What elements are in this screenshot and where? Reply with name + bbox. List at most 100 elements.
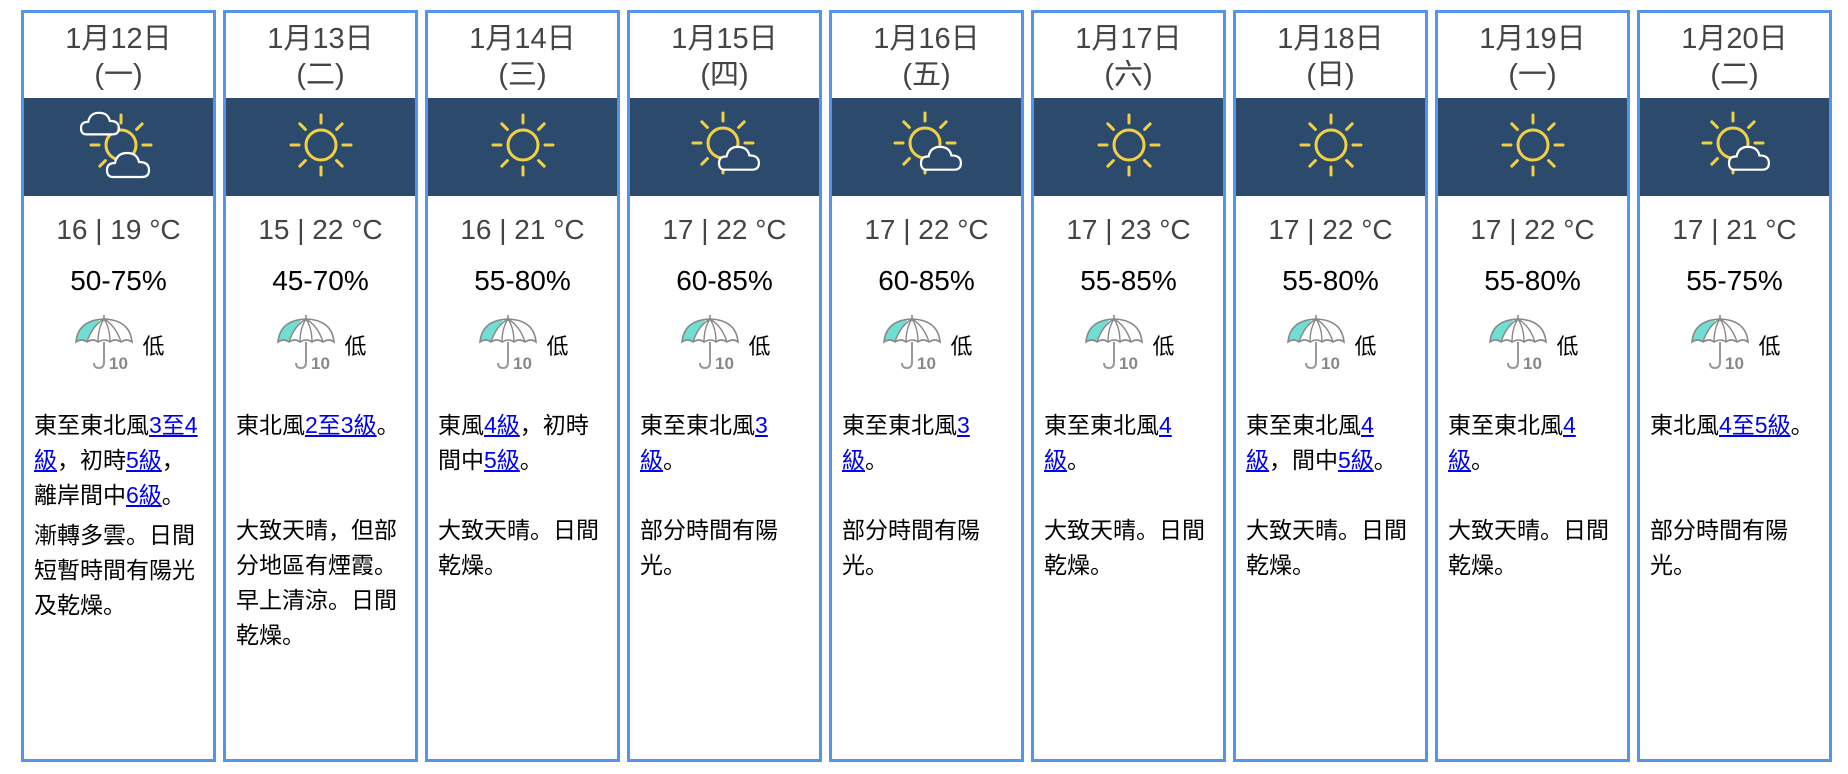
temperature-range: 17 | 23 °C — [1066, 214, 1191, 245]
weather-description: 部分時間有陽光。 — [640, 517, 778, 578]
temperature-range: 16 | 21 °C — [460, 214, 585, 245]
forecast-day-card: 1月13日 (二) 15 | 22 °C 45-70% 10 低 東北風2至3級… — [223, 10, 418, 762]
forecast-day-card: 1月20日 (二) 17 | 21 °C 55-75% 10 低 東北風4至5級… — [1637, 10, 1832, 762]
temperature-range: 15 | 22 °C — [258, 214, 383, 245]
wind-forecast: 東至東北風4級。 — [1034, 408, 1223, 508]
date-label: 1月17日 — [1075, 23, 1182, 55]
wind-text: 。 — [663, 447, 686, 473]
weather-icon-band — [832, 98, 1021, 196]
weather-description: 大致天晴。日間乾燥。 — [1044, 517, 1205, 578]
wind-text: 。 — [161, 482, 185, 508]
wind-text: 東至東北風 — [640, 412, 755, 438]
svg-text:10: 10 — [1321, 354, 1340, 372]
sunny-icon — [1291, 105, 1371, 190]
weather-icon-band — [630, 98, 819, 196]
weekday-label: (日) — [1306, 59, 1355, 91]
date-label: 1月13日 — [267, 23, 374, 55]
forecast-day-card: 1月17日 (六) 17 | 23 °C 55-85% 10 低 東至東北風4級… — [1031, 10, 1226, 762]
weather-description: 大致天晴。日間乾燥。 — [438, 517, 599, 578]
forecast-date: 1月18日 (日) — [1236, 13, 1425, 98]
rain-probability-level: 低 — [546, 334, 569, 359]
wind-force-link[interactable]: 3級 — [640, 412, 768, 473]
wind-forecast: 東北風2至3級。 — [226, 408, 415, 508]
wind-force-link[interactable]: 3至4級 — [34, 412, 198, 473]
rain-probability: 10 低 — [1640, 314, 1829, 374]
wind-force-link[interactable]: 5級 — [1338, 447, 1374, 473]
svg-text:10: 10 — [917, 354, 936, 372]
wind-text: 。 — [1471, 447, 1494, 473]
wind-forecast: 東至東北風3級。 — [630, 408, 819, 508]
wind-force-link[interactable]: 3級 — [842, 412, 970, 473]
wind-force-link[interactable]: 4級 — [1044, 412, 1172, 473]
wind-text: ，初時 — [57, 447, 126, 473]
weekday-label: (五) — [902, 59, 951, 91]
rain-probability: 10 低 — [428, 314, 617, 374]
rain-probability: 10 低 — [1236, 314, 1425, 377]
rain-probability: 10 低 — [630, 314, 819, 374]
weekday-label: (一) — [1508, 59, 1557, 91]
weather-icon-band — [428, 98, 617, 196]
nine-day-forecast: 1月12日 (一) 16 | 19 °C 50-75% 10 低 東至東北風3至… — [21, 10, 1832, 762]
rain-probability-level: 低 — [1152, 334, 1175, 359]
wind-text: 。 — [1790, 412, 1814, 438]
temperature-range: 17 | 22 °C — [1268, 214, 1393, 245]
humidity-range: 50-75% — [70, 265, 167, 296]
humidity-range: 60-85% — [676, 265, 773, 296]
wind-force-link[interactable]: 5級 — [484, 447, 520, 473]
rain-probability: 10 低 — [226, 314, 415, 374]
wind-forecast: 東至東北風4級。 — [1438, 408, 1627, 508]
wind-text: 。 — [1373, 447, 1397, 473]
rain-probability: 10 低 — [832, 314, 1021, 374]
temperature-range: 17 | 22 °C — [864, 214, 989, 245]
weather-description: 大致天晴。日間乾燥。 — [1448, 517, 1609, 578]
weekday-label: (二) — [1710, 59, 1759, 91]
wind-force-link[interactable]: 4級 — [1246, 412, 1374, 473]
rain-probability-level: 低 — [142, 334, 165, 359]
forecast-day-card: 1月19日 (一) 17 | 22 °C 55-80% 10 低 東至東北風4級… — [1435, 10, 1630, 762]
weather-description: 漸轉多雲。日間短暫時間有陽光及乾燥。 — [34, 522, 195, 618]
svg-text:10: 10 — [1725, 354, 1744, 372]
weekday-label: (二) — [296, 59, 345, 91]
rain-probability: 10 低 — [1034, 314, 1223, 374]
rain-probability-level: 低 — [1758, 334, 1781, 359]
humidity-range: 55-75% — [1686, 265, 1783, 296]
wind-force-link[interactable]: 5級 — [126, 447, 162, 473]
forecast-date: 1月16日 (五) — [832, 13, 1021, 98]
wind-force-link[interactable]: 4至5級 — [1719, 412, 1791, 438]
forecast-date: 1月17日 (六) — [1034, 13, 1223, 98]
temperature-range: 17 | 21 °C — [1672, 214, 1797, 245]
weather-icon-band — [1640, 98, 1829, 196]
forecast-day-card: 1月14日 (三) 16 | 21 °C 55-80% 10 低 東風4級，初時… — [425, 10, 620, 762]
wind-text: 東北風 — [236, 412, 305, 438]
sunny-intervals-icon — [887, 105, 967, 190]
temperature-range: 17 | 22 °C — [662, 214, 787, 245]
wind-forecast: 東北風4至5級。 — [1640, 408, 1829, 508]
wind-force-link[interactable]: 6級 — [126, 482, 162, 508]
temperature-range: 17 | 22 °C — [1470, 214, 1595, 245]
weekday-label: (三) — [498, 59, 547, 91]
humidity-range: 55-80% — [1282, 265, 1379, 296]
sunny-intervals-icon — [685, 105, 765, 190]
weekday-label: (四) — [700, 59, 749, 91]
sunny-icon — [281, 105, 361, 190]
humidity-range: 55-80% — [1484, 265, 1581, 296]
wind-text: ，間中 — [1269, 447, 1338, 473]
weather-description: 部分時間有陽光。 — [1650, 517, 1788, 578]
rain-probability: 10 低 — [1438, 314, 1627, 377]
rain-probability-level: 低 — [950, 334, 973, 359]
wind-force-link[interactable]: 2至3級 — [305, 412, 377, 438]
wind-force-link[interactable]: 4級 — [1448, 412, 1576, 473]
forecast-date: 1月13日 (二) — [226, 13, 415, 98]
wind-force-link[interactable]: 4級 — [484, 412, 520, 438]
weather-icon-band — [1438, 98, 1627, 196]
date-label: 1月15日 — [671, 23, 778, 55]
umbrella-10-icon: 10 — [1486, 314, 1550, 377]
umbrella-10-icon: 10 — [1284, 314, 1348, 377]
rain-probability: 10 低 — [24, 314, 213, 374]
sunny-intervals-icon — [1695, 105, 1775, 190]
rain-probability-level: 低 — [1354, 334, 1377, 359]
wind-text: 東至東北風 — [842, 412, 957, 438]
wind-text: 東風 — [438, 412, 484, 438]
humidity-range: 60-85% — [878, 265, 975, 296]
temperature-range: 16 | 19 °C — [56, 214, 181, 245]
